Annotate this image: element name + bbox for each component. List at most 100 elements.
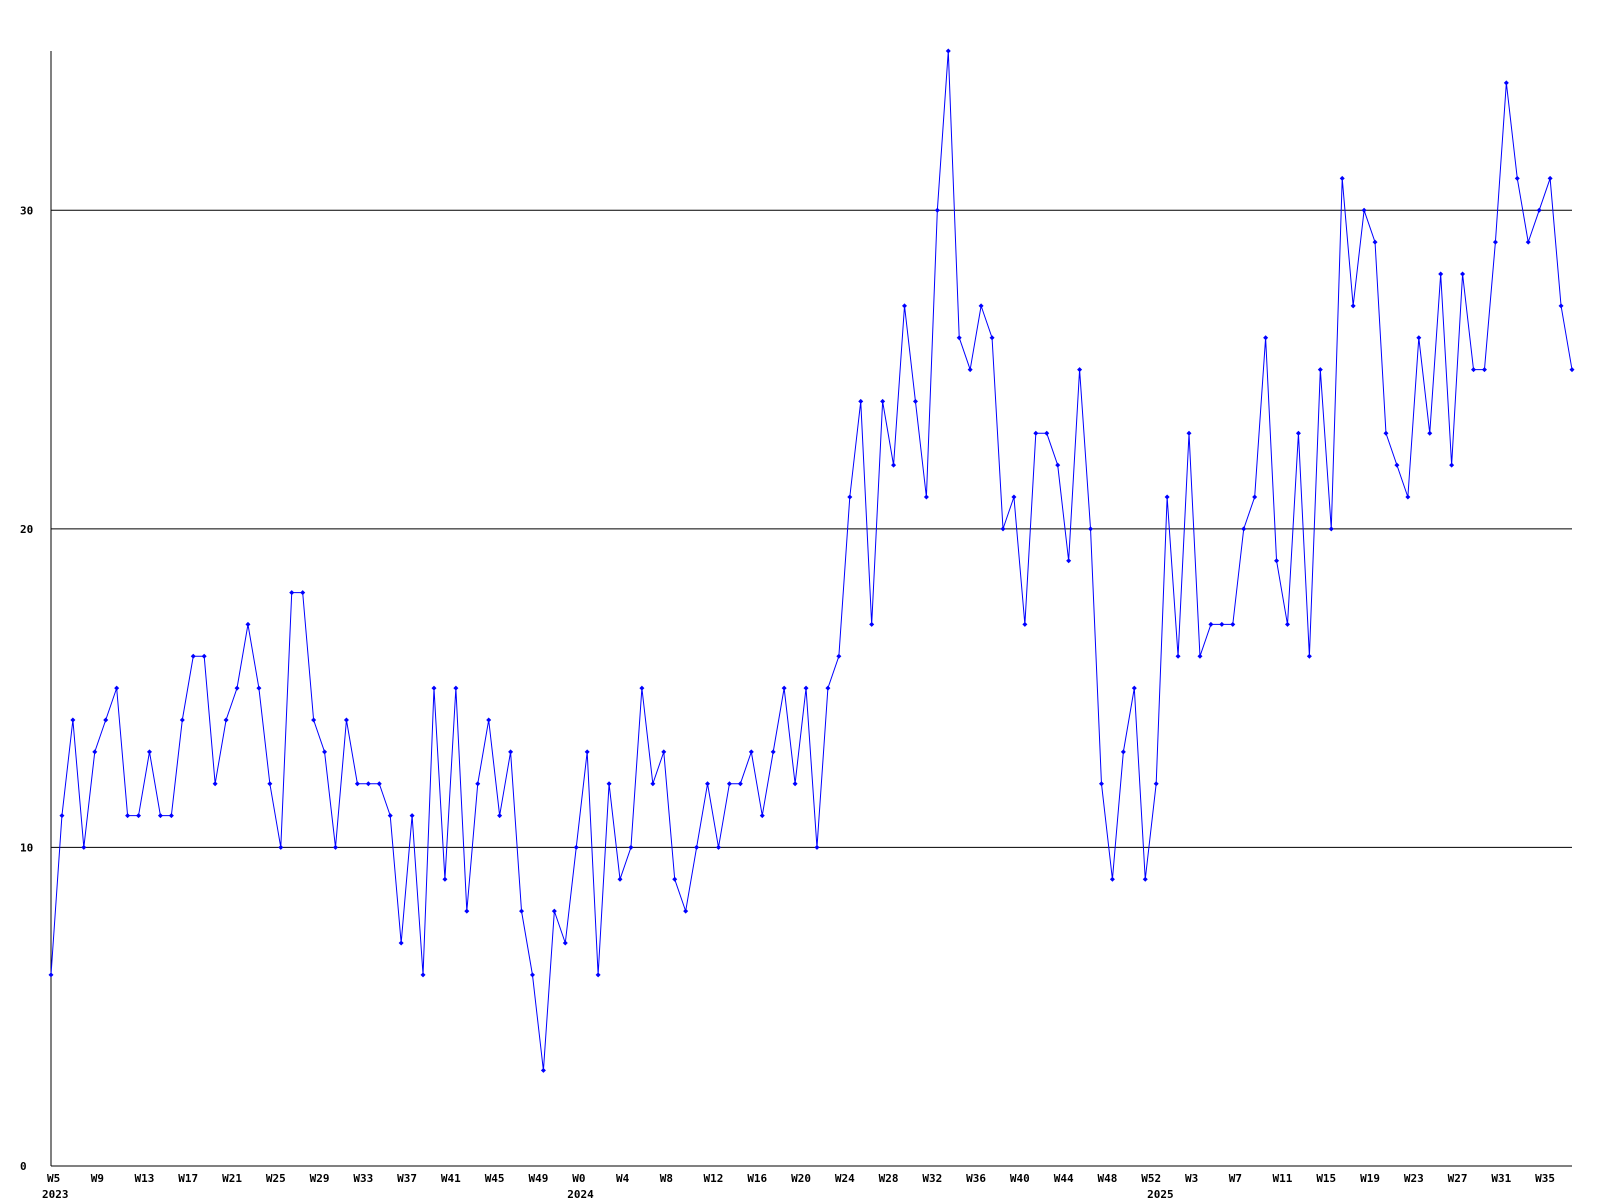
- data-point: [1394, 462, 1400, 468]
- x-tick-label: W40: [1010, 1172, 1030, 1185]
- data-point: [1558, 303, 1564, 309]
- data-point: [81, 844, 87, 850]
- data-point: [1175, 653, 1181, 659]
- data-point: [912, 398, 918, 404]
- x-tick-label: W21: [222, 1172, 242, 1185]
- x-tick-label: W33: [353, 1172, 373, 1185]
- x-tick-label: W16: [747, 1172, 767, 1185]
- data-point: [442, 876, 448, 882]
- data-point: [322, 749, 328, 755]
- year-label: 2025: [1147, 1188, 1174, 1200]
- data-point: [956, 335, 962, 341]
- data-point: [814, 844, 820, 850]
- data-point: [453, 685, 459, 691]
- x-tick-label: W35: [1535, 1172, 1555, 1185]
- data-point: [1186, 430, 1192, 436]
- data-point: [1131, 685, 1137, 691]
- data-point: [540, 1067, 546, 1073]
- data-point: [1536, 207, 1542, 213]
- x-tick-label: W36: [966, 1172, 986, 1185]
- data-point: [1164, 494, 1170, 500]
- data-point: [267, 781, 273, 787]
- data-point: [125, 813, 131, 819]
- data-point: [891, 462, 897, 468]
- data-point: [759, 813, 765, 819]
- data-point: [398, 940, 404, 946]
- data-point: [1033, 430, 1039, 436]
- data-point: [737, 781, 743, 787]
- data-point: [551, 908, 557, 914]
- data-point: [923, 494, 929, 500]
- data-point: [836, 653, 842, 659]
- data-point: [726, 781, 732, 787]
- data-point: [1252, 494, 1258, 500]
- data-point: [234, 685, 240, 691]
- data-point: [595, 972, 601, 978]
- data-point: [146, 749, 152, 755]
- data-point: [300, 590, 306, 596]
- x-tick-label: W48: [1097, 1172, 1117, 1185]
- x-tick-label: W8: [660, 1172, 673, 1185]
- data-point: [584, 749, 590, 755]
- x-tick-label: W12: [704, 1172, 724, 1185]
- data-point: [1230, 621, 1236, 627]
- data-point: [1295, 430, 1301, 436]
- data-point: [1416, 335, 1422, 341]
- data-point: [803, 685, 809, 691]
- data-point: [606, 781, 612, 787]
- data-point: [573, 844, 579, 850]
- data-point: [168, 813, 174, 819]
- data-point: [157, 813, 163, 819]
- data-point: [1022, 621, 1028, 627]
- data-point: [343, 717, 349, 723]
- data-point: [464, 908, 470, 914]
- data-point: [1525, 239, 1531, 245]
- data-point: [1241, 526, 1247, 532]
- x-tick-label: W7: [1229, 1172, 1242, 1185]
- data-point: [1066, 558, 1072, 564]
- data-line: [50, 50, 1573, 1071]
- x-tick-label: W0: [572, 1172, 585, 1185]
- data-point: [223, 717, 229, 723]
- data-point: [1098, 781, 1104, 787]
- data-point: [661, 749, 667, 755]
- year-label: 2023: [42, 1188, 69, 1200]
- data-point: [858, 398, 864, 404]
- data-point: [705, 781, 711, 787]
- data-point: [278, 844, 284, 850]
- data-point: [967, 367, 973, 373]
- data-point: [1547, 175, 1553, 181]
- data-point: [978, 303, 984, 309]
- data-point: [212, 781, 218, 787]
- data-point: [1449, 462, 1455, 468]
- x-tick-label: W44: [1054, 1172, 1074, 1185]
- data-point: [1372, 239, 1378, 245]
- data-point: [562, 940, 568, 946]
- x-tick-label: W37: [397, 1172, 417, 1185]
- data-point: [475, 781, 481, 787]
- data-point: [114, 685, 120, 691]
- x-tick-label: W41: [441, 1172, 461, 1185]
- data-point: [880, 398, 886, 404]
- data-point: [1088, 526, 1094, 532]
- x-tick-label: W15: [1316, 1172, 1336, 1185]
- data-point: [190, 653, 196, 659]
- data-point: [365, 781, 371, 787]
- data-point: [1077, 367, 1083, 373]
- y-tick-label: 20: [20, 523, 33, 536]
- data-point: [650, 781, 656, 787]
- data-point: [136, 813, 142, 819]
- data-point: [1208, 621, 1214, 627]
- data-point: [1055, 462, 1061, 468]
- data-point: [1569, 367, 1575, 373]
- data-point: [1481, 367, 1487, 373]
- data-point: [179, 717, 185, 723]
- data-point: [1011, 494, 1017, 500]
- data-point: [486, 717, 492, 723]
- data-point: [1383, 430, 1389, 436]
- data-point: [628, 844, 634, 850]
- x-tick-label: W13: [135, 1172, 155, 1185]
- data-point: [256, 685, 262, 691]
- data-point: [1503, 80, 1509, 86]
